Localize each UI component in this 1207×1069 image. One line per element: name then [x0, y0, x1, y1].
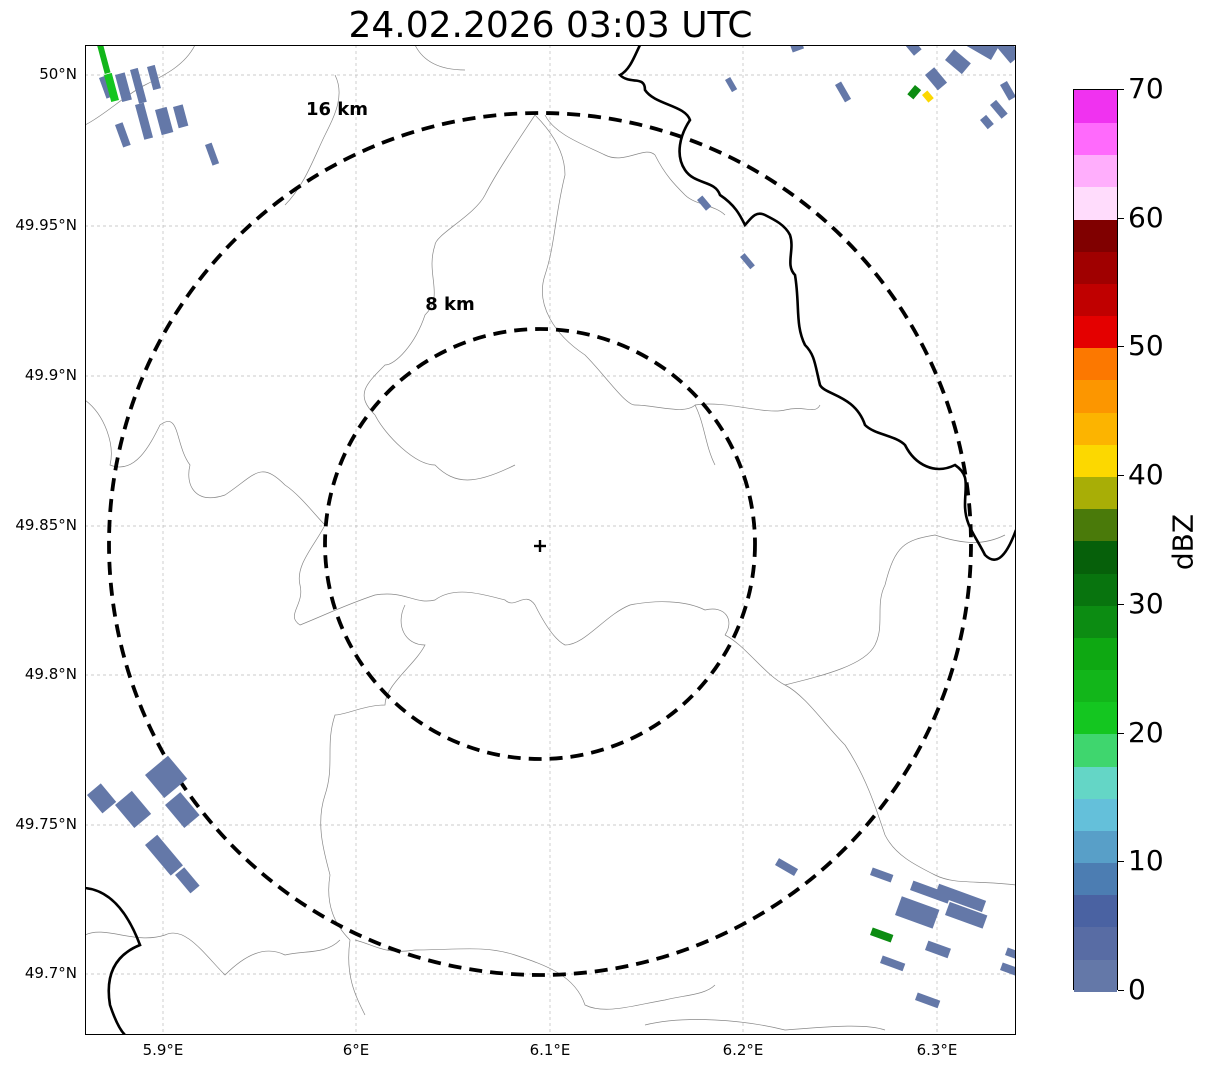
colorbar-segment	[1074, 958, 1117, 992]
colorbar-tick	[1118, 475, 1124, 477]
colorbar-segment	[1074, 508, 1117, 542]
lon-label-6: 6°E	[342, 1041, 370, 1059]
colorbar-tick-label: 0	[1128, 973, 1146, 1006]
colorbar-segment	[1074, 604, 1117, 638]
strong-echoes	[97, 45, 934, 943]
colorbar-segment	[1074, 411, 1117, 445]
colorbar-tick-label: 50	[1128, 329, 1164, 363]
range-ring-16km	[107, 111, 973, 977]
radar-map[interactable]	[85, 45, 1016, 1035]
colorbar-segment	[1074, 926, 1117, 960]
ring-label-8km: 8 km	[425, 294, 475, 315]
lat-label-49-9: 49.9°N	[24, 366, 77, 384]
gridlines	[85, 45, 1016, 1035]
map-title: 24.02.2026 03:03 UTC	[348, 5, 753, 46]
colorbar-segment	[1074, 122, 1117, 156]
lat-label-50: 50°N	[39, 65, 77, 83]
colorbar-segment	[1074, 283, 1117, 317]
colorbar-tick-label: 10	[1128, 844, 1164, 878]
lon-label-6-2: 6.2°E	[722, 1041, 764, 1059]
lon-label-6-1: 6.1°E	[529, 1041, 571, 1059]
colorbar-segment	[1074, 637, 1117, 671]
colorbar-segment	[1074, 572, 1117, 606]
colorbar-segment	[1074, 733, 1117, 767]
colorbar-segment	[1074, 765, 1117, 799]
lon-label-6-3: 6.3°E	[916, 1041, 958, 1059]
range-rings	[107, 111, 973, 977]
colorbar-segment	[1074, 540, 1117, 574]
lon-label-5-9: 5.9°E	[142, 1041, 184, 1059]
colorbar-tick	[1118, 217, 1124, 219]
country-borders	[85, 45, 1016, 1035]
colorbar-segment	[1074, 862, 1117, 896]
colorbar-tick	[1118, 732, 1124, 734]
colorbar-tick	[1118, 990, 1124, 991]
lat-label-49-75: 49.75°N	[15, 815, 77, 833]
colorbar-segment	[1074, 476, 1117, 510]
map-canvas	[85, 45, 1016, 1035]
colorbar-tick-label: 20	[1128, 715, 1164, 749]
colorbar-tick	[1118, 346, 1124, 348]
colorbar-segment	[1074, 379, 1117, 413]
colorbar-segment	[1074, 830, 1117, 864]
colorbar-segment	[1074, 90, 1117, 123]
colorbar-tick	[1118, 861, 1124, 863]
colorbar-segment	[1074, 347, 1117, 381]
lat-label-49-8: 49.8°N	[24, 665, 77, 683]
colorbar-tick-label: 40	[1128, 458, 1164, 492]
colorbar-segment	[1074, 186, 1117, 220]
colorbar-tick-label: 60	[1128, 200, 1164, 234]
lat-label-49-85: 49.85°N	[15, 516, 77, 534]
ring-label-16km: 16 km	[305, 99, 369, 120]
lat-label-49-7: 49.7°N	[24, 964, 77, 982]
colorbar	[1073, 89, 1118, 992]
colorbar-segment	[1074, 669, 1117, 703]
colorbar-tick-label: 70	[1128, 72, 1164, 105]
colorbar-segment	[1074, 894, 1117, 928]
colorbar-segment	[1074, 443, 1117, 477]
range-ring-8km	[323, 327, 757, 761]
colorbar-tick-label: 30	[1128, 586, 1164, 620]
colorbar-segment	[1074, 797, 1117, 831]
colorbar-segment	[1074, 250, 1117, 284]
colorbar-segment	[1074, 218, 1117, 252]
admin-boundaries	[85, 45, 1016, 1031]
colorbar-segment	[1074, 701, 1117, 735]
radar-site-marker	[534, 540, 546, 552]
colorbar-title: dBZ	[1166, 513, 1200, 571]
colorbar-tick	[1118, 89, 1124, 90]
reflectivity-echoes	[87, 45, 1016, 1009]
lat-label-49-95: 49.95°N	[15, 216, 77, 234]
colorbar-segment	[1074, 315, 1117, 349]
colorbar-tick	[1118, 603, 1124, 605]
colorbar-segment	[1074, 154, 1117, 188]
